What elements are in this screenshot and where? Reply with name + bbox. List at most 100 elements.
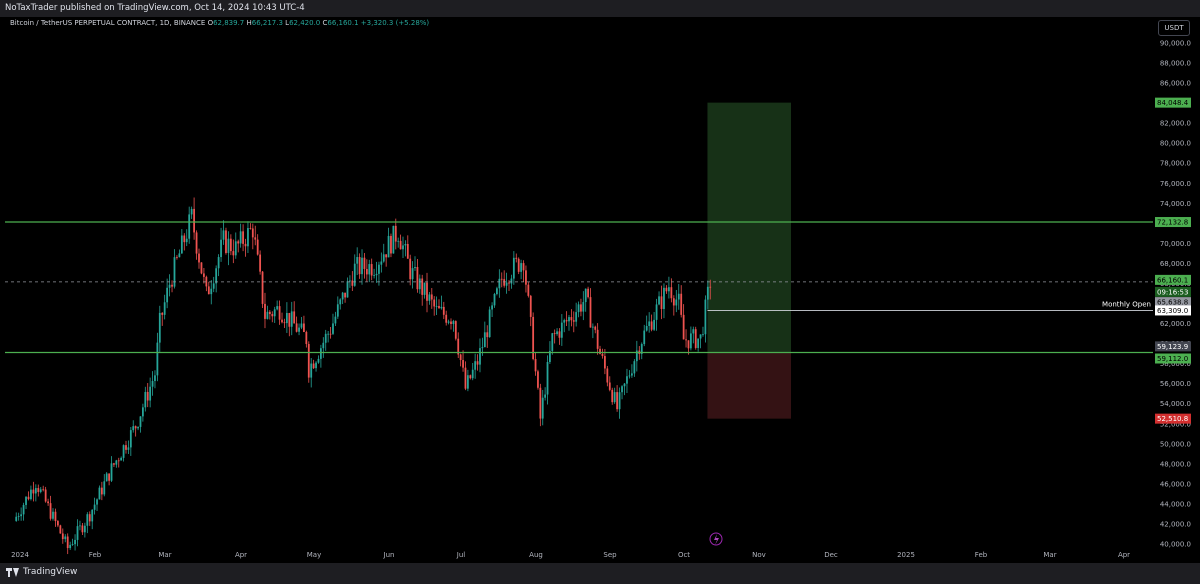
candle-body[interactable] [527, 284, 530, 296]
candle-body[interactable] [631, 373, 633, 376]
candle-body[interactable] [198, 253, 200, 263]
candle-body[interactable] [329, 333, 332, 335]
candle-body[interactable] [640, 344, 643, 354]
candle-body[interactable] [505, 282, 508, 286]
candle-body[interactable] [635, 350, 638, 362]
candle-body[interactable] [341, 292, 344, 300]
candle-body[interactable] [428, 294, 431, 301]
candle-body[interactable] [22, 504, 25, 515]
candle-body[interactable] [694, 329, 697, 348]
candle-body[interactable] [227, 238, 230, 253]
candle-body[interactable] [332, 323, 334, 334]
candle-body[interactable] [375, 273, 378, 276]
candle-body[interactable] [702, 334, 704, 336]
candle-body[interactable] [532, 316, 535, 360]
candle-body[interactable] [110, 463, 113, 481]
candle-body[interactable] [32, 489, 35, 494]
candle-body[interactable] [120, 457, 123, 461]
candle-body[interactable] [406, 243, 409, 259]
candle-body[interactable] [232, 251, 235, 256]
candle-body[interactable] [273, 309, 276, 317]
candle-body[interactable] [312, 363, 315, 369]
candle-body[interactable] [200, 262, 203, 274]
candle-body[interactable] [310, 363, 313, 378]
candle-body[interactable] [137, 426, 139, 429]
candle-body[interactable] [685, 339, 687, 341]
candle-body[interactable] [158, 312, 161, 343]
candle-body[interactable] [584, 288, 587, 303]
candle-body[interactable] [180, 235, 183, 254]
candle-body[interactable] [358, 257, 361, 275]
candle-body[interactable] [512, 257, 515, 279]
candle-body[interactable] [510, 278, 513, 284]
candle-body[interactable] [281, 319, 283, 323]
candle-body[interactable] [633, 361, 636, 374]
candle-body[interactable] [464, 367, 467, 389]
candle-body[interactable] [315, 362, 317, 369]
currency-button[interactable]: USDT [1158, 20, 1190, 36]
candle-body[interactable] [193, 208, 195, 233]
candle-body[interactable] [433, 299, 436, 307]
candle-body[interactable] [285, 312, 288, 324]
candle-body[interactable] [42, 489, 45, 491]
candle-body[interactable] [402, 245, 404, 250]
candle-body[interactable] [589, 297, 592, 328]
candle-body[interactable] [394, 225, 397, 242]
symbol-name[interactable]: Bitcoin / TetherUS PERPETUAL CONTRACT, 1… [10, 19, 206, 27]
candle-body[interactable] [210, 288, 213, 295]
candle-body[interactable] [76, 526, 79, 540]
candle-body[interactable] [628, 375, 631, 377]
candle-body[interactable] [339, 299, 342, 305]
candle-body[interactable] [613, 392, 616, 403]
candle-body[interactable] [166, 287, 169, 303]
candle-body[interactable] [141, 407, 144, 417]
candle-body[interactable] [256, 239, 259, 255]
candle-body[interactable] [476, 361, 479, 365]
candle-body[interactable] [324, 333, 327, 343]
candle-body[interactable] [469, 375, 472, 379]
candle-body[interactable] [149, 386, 152, 401]
candle-body[interactable] [385, 254, 388, 258]
candle-body[interactable] [113, 463, 115, 465]
candle-body[interactable] [30, 489, 32, 500]
candle-body[interactable] [709, 286, 712, 288]
candle-body[interactable] [129, 430, 132, 448]
candle-body[interactable] [565, 320, 568, 322]
candle-body[interactable] [229, 238, 232, 252]
candle-body[interactable] [344, 292, 346, 298]
candle-body[interactable] [697, 338, 700, 348]
candle-body[interactable] [176, 257, 178, 258]
candle-body[interactable] [665, 287, 668, 292]
candle-body[interactable] [349, 280, 351, 282]
candle-body[interactable] [503, 279, 506, 286]
candle-body[interactable] [57, 521, 59, 526]
candle-body[interactable] [687, 340, 690, 349]
candle-body[interactable] [346, 281, 349, 298]
candle-body[interactable] [534, 359, 537, 372]
candle-body[interactable] [86, 514, 89, 526]
candle-body[interactable] [414, 266, 416, 269]
candle-body[interactable] [459, 354, 462, 361]
candle-body[interactable] [127, 447, 130, 450]
candle-body[interactable] [47, 501, 49, 504]
candle-body[interactable] [599, 348, 601, 354]
candle-body[interactable] [264, 303, 266, 319]
candle-body[interactable] [392, 225, 395, 254]
candle-body[interactable] [423, 282, 426, 295]
candle-body[interactable] [491, 305, 493, 310]
candle-body[interactable] [183, 235, 186, 243]
candle-body[interactable] [537, 371, 539, 388]
candle-body[interactable] [515, 257, 518, 259]
candle-body[interactable] [261, 271, 264, 304]
candle-body[interactable] [334, 316, 337, 324]
candle-body[interactable] [44, 489, 47, 502]
candle-body[interactable] [692, 329, 695, 334]
candle-body[interactable] [283, 322, 286, 324]
candle-body[interactable] [568, 317, 570, 322]
candle-body[interactable] [658, 296, 660, 305]
candle-body[interactable] [496, 288, 498, 295]
candle-body[interactable] [96, 499, 98, 505]
candle-body[interactable] [15, 516, 18, 521]
candle-body[interactable] [454, 321, 457, 339]
candle-body[interactable] [421, 278, 424, 295]
